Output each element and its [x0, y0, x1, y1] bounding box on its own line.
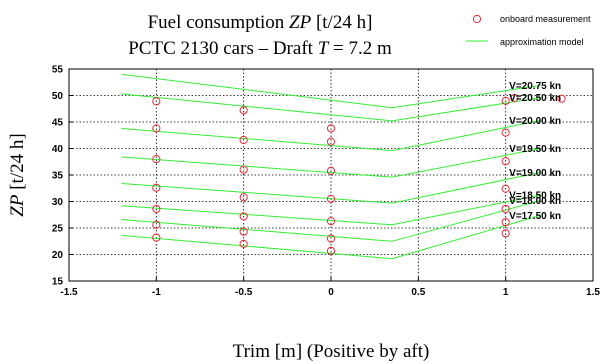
measurement-marker [239, 106, 248, 115]
speed-label: V=18.00 kn [509, 196, 561, 207]
measurement-marker [326, 194, 336, 203]
measurement-marker [152, 155, 161, 164]
measurement-marker [501, 157, 510, 166]
measurement-marker [326, 246, 336, 255]
measurement-marker [152, 204, 161, 214]
measurement-marker [501, 204, 510, 214]
measurement-points [152, 94, 566, 255]
y-axis-label-unit: [t/24 h] [7, 133, 28, 194]
measurement-marker [152, 124, 161, 133]
chart-legend: onboard measurement approximation model [466, 14, 591, 47]
model-line [121, 73, 541, 109]
x-tick-label: 0 [328, 287, 334, 298]
speed-label: V=20.00 kn [509, 116, 561, 127]
legend-measurement-label: onboard measurement [500, 14, 591, 24]
y-tick-label: 45 [52, 118, 64, 129]
y-tick-label: 40 [52, 144, 64, 155]
title-line-1-suffix: [t/24 h] [311, 12, 372, 33]
y-tick-label: 15 [52, 277, 64, 288]
measurement-marker [557, 94, 566, 103]
measurement-marker [501, 184, 510, 193]
speed-label: V=17.50 kn [509, 211, 561, 222]
model-line [121, 148, 541, 178]
x-tick-label: 1.5 [586, 287, 600, 298]
x-tick-label: 0.5 [411, 287, 425, 298]
title-line-2-symbol: T [318, 38, 330, 59]
legend-measurement-marker [472, 14, 482, 24]
measurement-marker [501, 229, 510, 238]
measurement-marker [326, 166, 336, 175]
measurement-marker [152, 220, 161, 229]
measurement-marker [501, 128, 510, 137]
title-line-2-suffix: = 7.2 m [328, 38, 392, 59]
speed-label: V=18.50 kn [509, 191, 561, 202]
measurement-marker [239, 212, 248, 221]
x-tick-label: -1 [152, 287, 161, 298]
chart-title-line-2: PCTC 2130 cars – Draft T = 7.2 m [128, 38, 392, 59]
model-line [121, 93, 541, 122]
title-line-1-prefix: Fuel consumption [148, 12, 289, 33]
measurement-marker [152, 233, 161, 242]
measurement-marker [239, 135, 248, 145]
model-lines [121, 73, 541, 260]
y-tick-label: 35 [52, 171, 64, 182]
y-tick-label: 50 [52, 91, 64, 102]
measurement-marker [239, 227, 248, 236]
y-axis-label-symbol: ZP [7, 194, 28, 217]
model-line [121, 199, 541, 242]
title-line-1-symbol: ZP [289, 12, 312, 33]
y-tick-label: 20 [52, 250, 64, 261]
model-line [121, 214, 541, 260]
x-tick-label: 1 [503, 287, 509, 298]
measurement-marker [152, 97, 161, 106]
model-line [121, 194, 541, 226]
axis-ticks: -1.5 -1 -0.5 0 0.5 1 1.5 15 20 25 30 35 40 45 50 55 [52, 65, 601, 299]
x-axis-label: Trim [m] (Positive by aft) [233, 341, 430, 362]
title-line-2-prefix: PCTC 2130 cars – Draft [128, 38, 317, 59]
model-line [121, 171, 541, 204]
measurement-marker [326, 124, 336, 133]
measurement-marker [326, 234, 336, 243]
x-tick-label: -1.5 [60, 287, 78, 298]
speed-label: V=19.00 kn [509, 168, 561, 179]
measurement-marker [239, 239, 248, 248]
x-tick-label: -0.5 [235, 287, 253, 298]
y-tick-label: 25 [52, 224, 64, 235]
y-axis-label: ZP [t/24 h] [7, 133, 28, 216]
speed-label: V=19.50 kn [509, 144, 561, 155]
chart-title-line-1: Fuel consumption ZP [t/24 h] [148, 12, 373, 33]
legend-model-label: approximation model [500, 37, 584, 47]
measurement-marker [239, 193, 248, 202]
speed-label: V=20.50 kn [509, 93, 561, 104]
measurement-marker [501, 96, 510, 105]
model-line [121, 119, 541, 152]
speed-labels: V=17.50 kn V=18.00 knV=18.50 kn V=19.00 kn… [509, 81, 561, 222]
y-tick-label: 55 [52, 65, 64, 76]
speed-label: V=20.75 kn [509, 81, 561, 92]
y-tick-label: 30 [52, 197, 64, 208]
measurement-marker [239, 165, 248, 174]
measurement-marker [152, 183, 161, 192]
measurement-marker [510, 94, 519, 103]
measurement-marker [501, 218, 510, 227]
measurement-marker [326, 217, 336, 226]
measurement-marker [326, 137, 336, 146]
